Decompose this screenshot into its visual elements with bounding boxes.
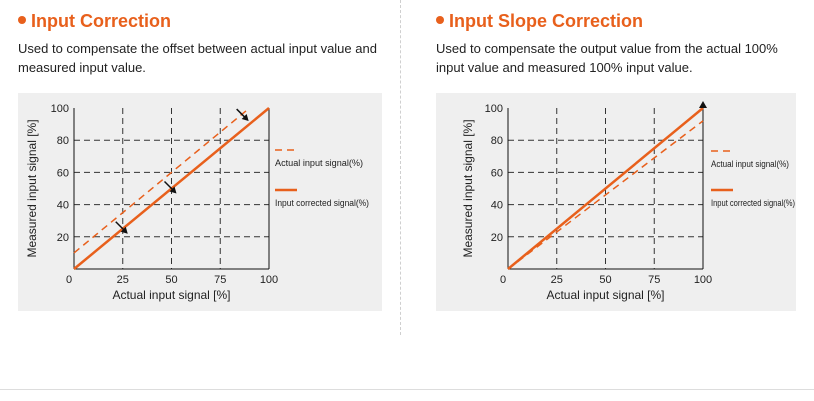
legend-label-corrected: Input corrected signal(%) (275, 198, 369, 208)
origin-tick-label: 0 (66, 274, 72, 286)
x-tick-label: 50 (599, 274, 611, 286)
panel-title: Input Slope Correction (436, 11, 643, 32)
x-axis-label: Actual input signal [%] (546, 288, 664, 302)
input-slope-correction-chart: 25 50 75 100 0 20 40 60 80 100 Actual input signal… (461, 101, 795, 302)
y-axis-label: Measured input signal [%] (461, 119, 475, 257)
y-tick-label: 80 (491, 135, 503, 147)
legend-label-corrected: Input corrected signal(%) (711, 198, 795, 208)
bullet-icon (18, 16, 26, 24)
legend-label-actual: Actual input signal(%) (711, 159, 789, 169)
bullet-icon (436, 16, 444, 24)
x-tick-label: 100 (260, 274, 278, 286)
x-tick-label: 25 (551, 274, 563, 286)
panel-title: Input Correction (18, 11, 171, 32)
y-tick-label: 20 (57, 232, 69, 244)
y-tick-label: 80 (57, 135, 69, 147)
y-tick-label: 60 (57, 167, 69, 179)
panel-description: Used to compensate the offset between ac… (18, 41, 377, 75)
actual-signal-line (73, 107, 250, 254)
footer-divider (0, 389, 814, 390)
y-tick-label: 40 (491, 200, 503, 212)
input-correction-chart: 25 50 75 100 0 20 40 60 80 100 Actual input signal… (25, 103, 369, 302)
x-tick-label: 25 (117, 274, 129, 286)
x-tick-label: 75 (214, 274, 226, 286)
x-axis-label: Actual input signal [%] (112, 288, 230, 302)
chart-container: 25 50 75 100 0 20 40 60 80 100 Actual input signal… (18, 93, 382, 311)
y-axis-label: Measured input signal [%] (25, 119, 39, 257)
y-tick-label: 20 (491, 232, 503, 244)
arrow-up-icon (699, 101, 707, 108)
panel-description: Used to compensate the output value from… (436, 41, 778, 75)
legend-label-actual: Actual input signal(%) (275, 158, 363, 168)
x-tick-label: 100 (694, 274, 712, 286)
y-tick-label: 40 (57, 200, 69, 212)
actual-signal-line (507, 120, 704, 270)
arrow-down-right-icon (169, 186, 177, 194)
y-tick-label: 100 (51, 103, 69, 115)
y-tick-label: 100 (485, 103, 503, 115)
x-tick-label: 50 (165, 274, 177, 286)
x-tick-label: 75 (648, 274, 660, 286)
chart-container: 25 50 75 100 0 20 40 60 80 100 Actual input signal… (436, 93, 796, 311)
arrow-down-right-icon (241, 114, 249, 122)
origin-tick-label: 0 (500, 274, 506, 286)
arrow-down-right-icon (120, 226, 128, 234)
corrected-signal-line (507, 107, 704, 270)
panel-divider (400, 0, 401, 335)
y-tick-label: 60 (491, 167, 503, 179)
